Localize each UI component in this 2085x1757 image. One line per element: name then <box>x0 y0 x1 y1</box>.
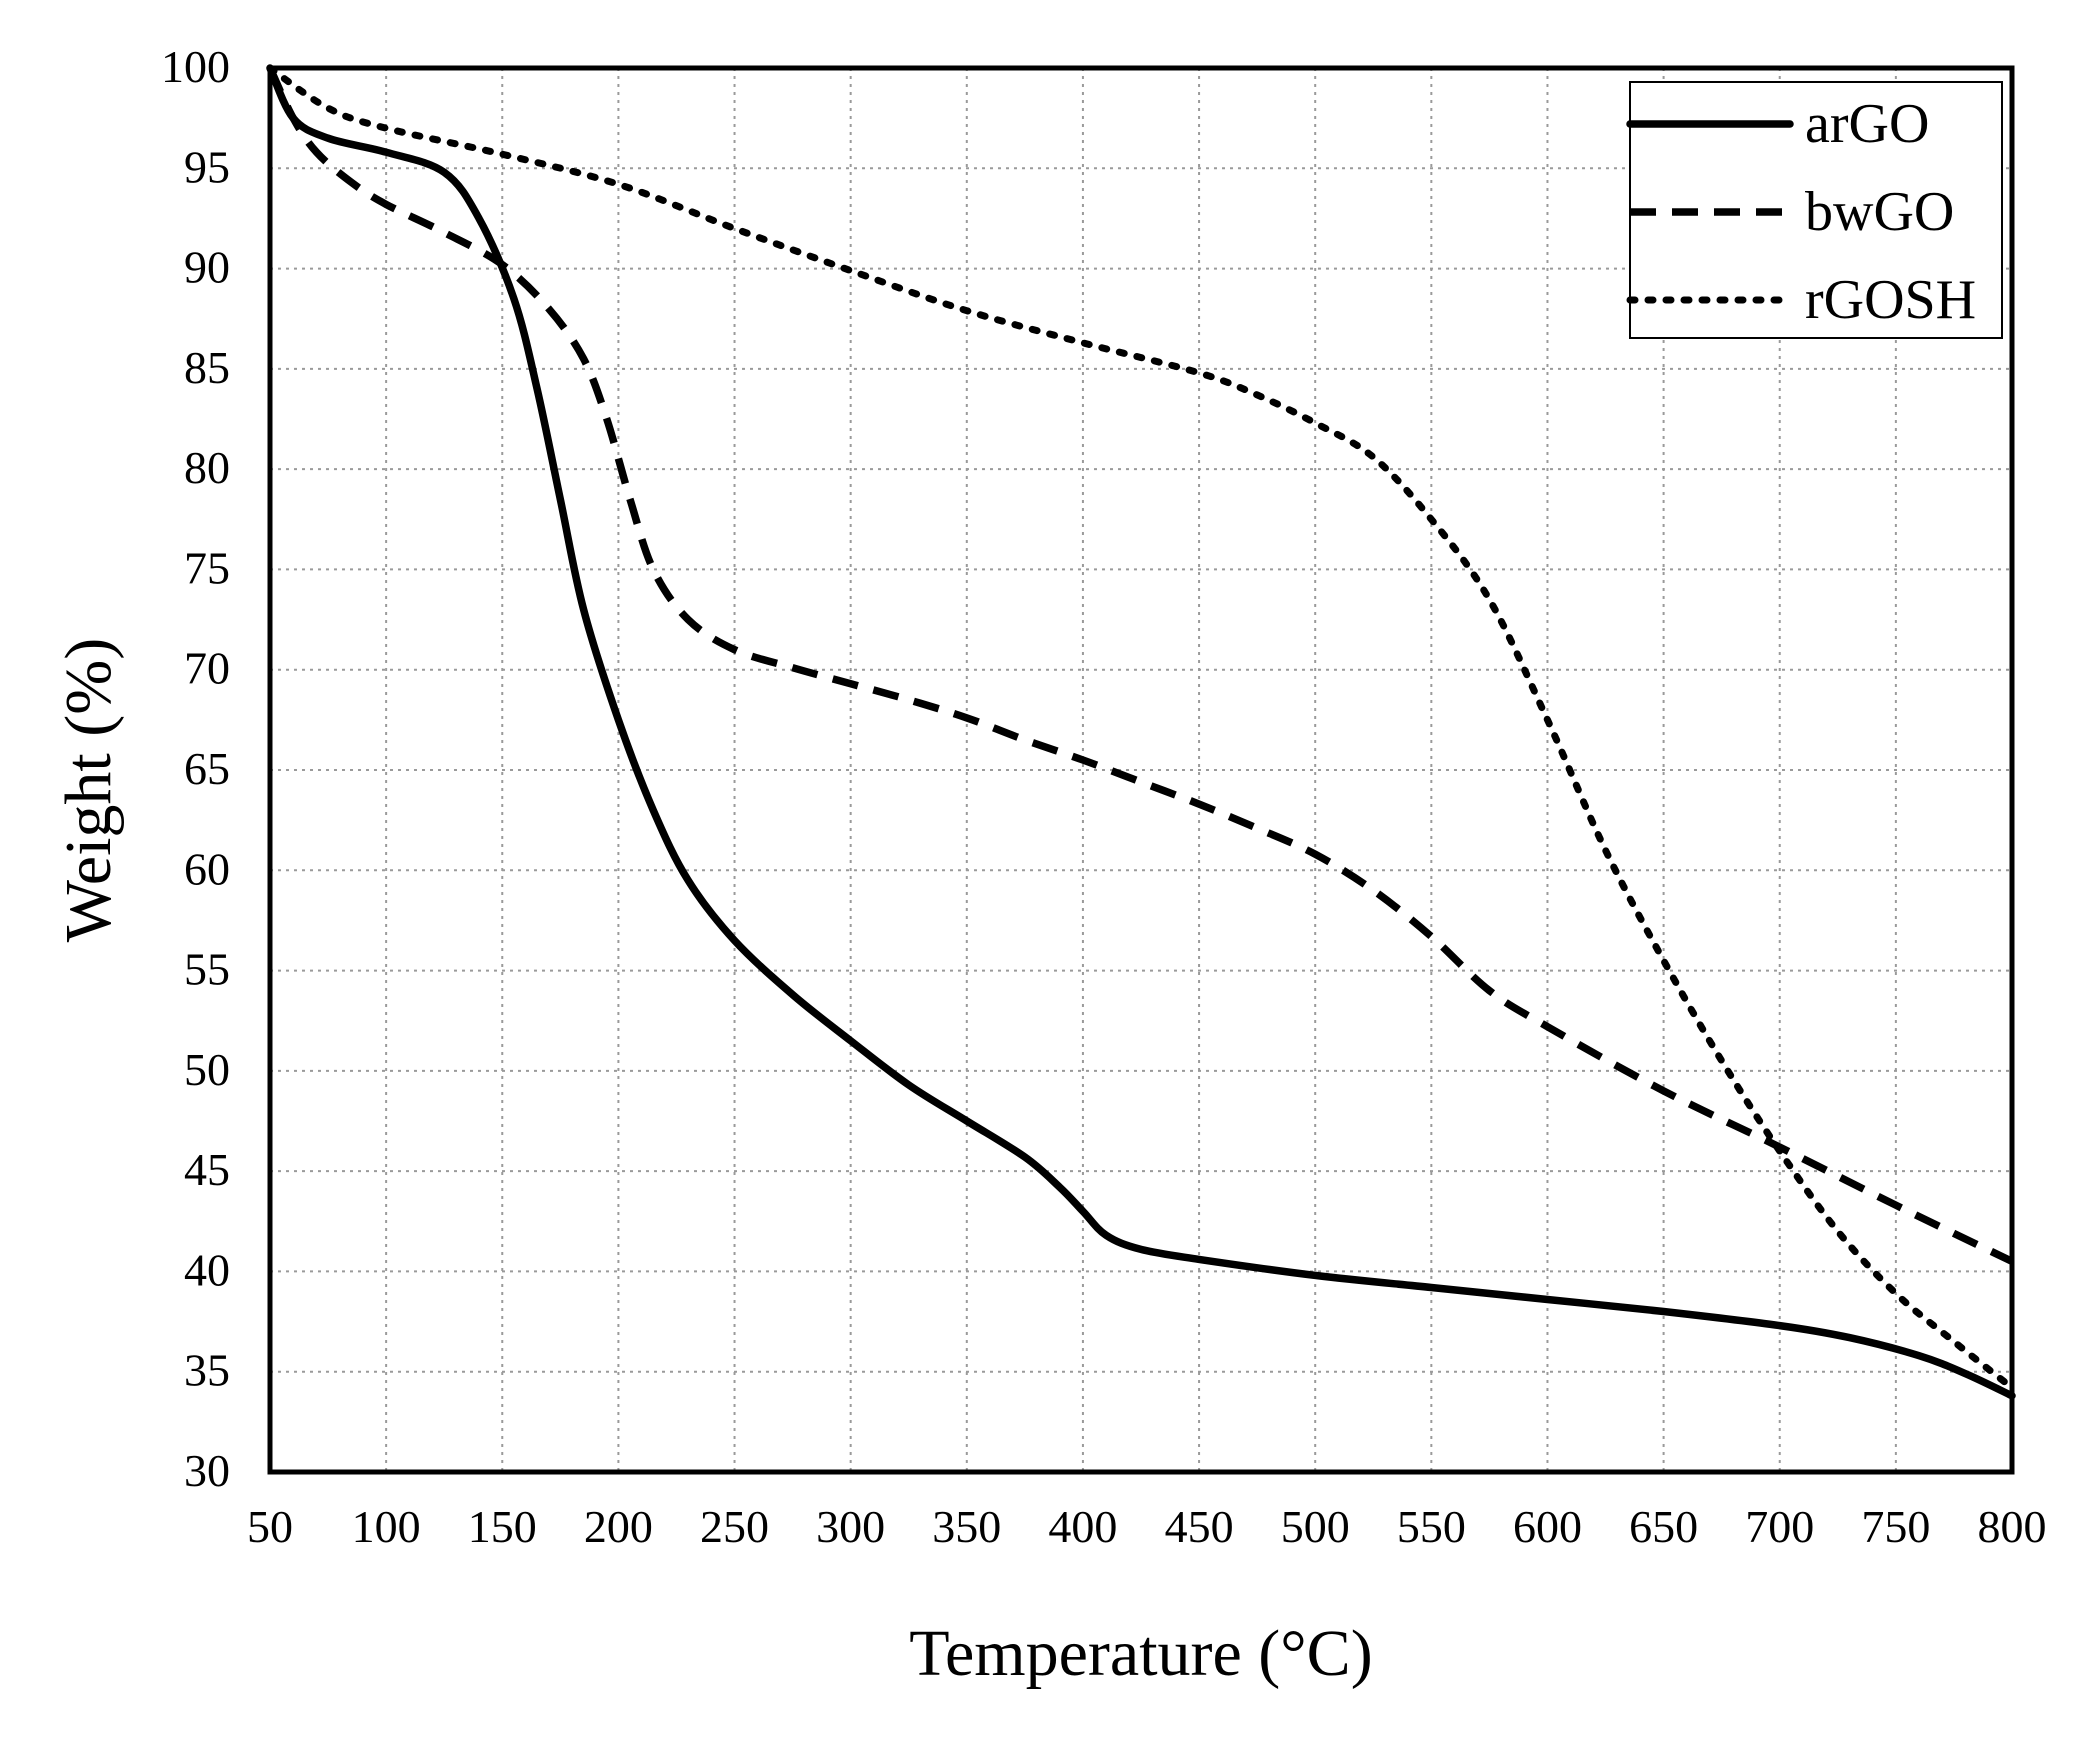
x-axis-title: Temperature (°C) <box>909 1617 1372 1690</box>
x-tick-label-150: 150 <box>468 1501 537 1552</box>
series-line-arGO <box>266 64 2016 1400</box>
plot-frame <box>267 65 2015 1475</box>
legend-label-bwGO: bwGO <box>1805 181 1954 243</box>
x-tick-label-100: 100 <box>352 1501 421 1552</box>
x-tick-label-200: 200 <box>584 1501 653 1552</box>
series-lines <box>266 64 2016 1400</box>
legend: arGO bwGO rGOSH <box>1626 81 2003 339</box>
y-tick-labels: 30 35 40 45 50 55 60 65 70 75 80 85 90 95 100 <box>161 41 230 1496</box>
x-tick-label-500: 500 <box>1281 1501 1350 1552</box>
y-tick-label-60: 60 <box>184 843 230 894</box>
y-axis-title: Weight (%) <box>52 638 125 942</box>
x-tick-label-750: 750 <box>1861 1501 1930 1552</box>
y-tick-label-90: 90 <box>184 242 230 293</box>
y-tick-label-40: 40 <box>184 1244 230 1295</box>
y-tick-label-100: 100 <box>161 41 230 92</box>
legend-label-rGOSH: rGOSH <box>1805 269 1976 331</box>
y-tick-label-30: 30 <box>184 1445 230 1496</box>
series-line-rGOSH <box>266 64 2016 1392</box>
x-tick-label-400: 400 <box>1048 1501 1117 1552</box>
y-tick-label-50: 50 <box>184 1044 230 1095</box>
x-tick-label-650: 650 <box>1629 1501 1698 1552</box>
x-tick-label-350: 350 <box>932 1501 1001 1552</box>
y-tick-label-35: 35 <box>184 1345 230 1396</box>
legend-label-arGO: arGO <box>1805 93 1929 155</box>
y-tick-label-45: 45 <box>184 1144 230 1195</box>
x-tick-label-550: 550 <box>1397 1501 1466 1552</box>
x-tick-label-700: 700 <box>1745 1501 1814 1552</box>
x-tick-label-250: 250 <box>700 1501 769 1552</box>
y-tick-label-65: 65 <box>184 743 230 794</box>
x-tick-label-450: 450 <box>1165 1501 1234 1552</box>
x-tick-label-600: 600 <box>1513 1501 1582 1552</box>
y-tick-label-85: 85 <box>184 342 230 393</box>
x-tick-labels: 50 100 150 200 250 300 350 400 450 500 550 600 650 70… <box>247 1501 2047 1552</box>
x-tick-label-50: 50 <box>247 1501 293 1552</box>
series-line-bwGO <box>266 66 2014 1265</box>
y-tick-label-55: 55 <box>184 944 230 995</box>
x-tick-label-800: 800 <box>1978 1501 2047 1552</box>
x-tick-label-300: 300 <box>816 1501 885 1552</box>
y-tick-label-95: 95 <box>184 141 230 192</box>
y-tick-label-70: 70 <box>184 643 230 694</box>
y-tick-label-75: 75 <box>184 542 230 593</box>
y-tick-label-80: 80 <box>184 442 230 493</box>
